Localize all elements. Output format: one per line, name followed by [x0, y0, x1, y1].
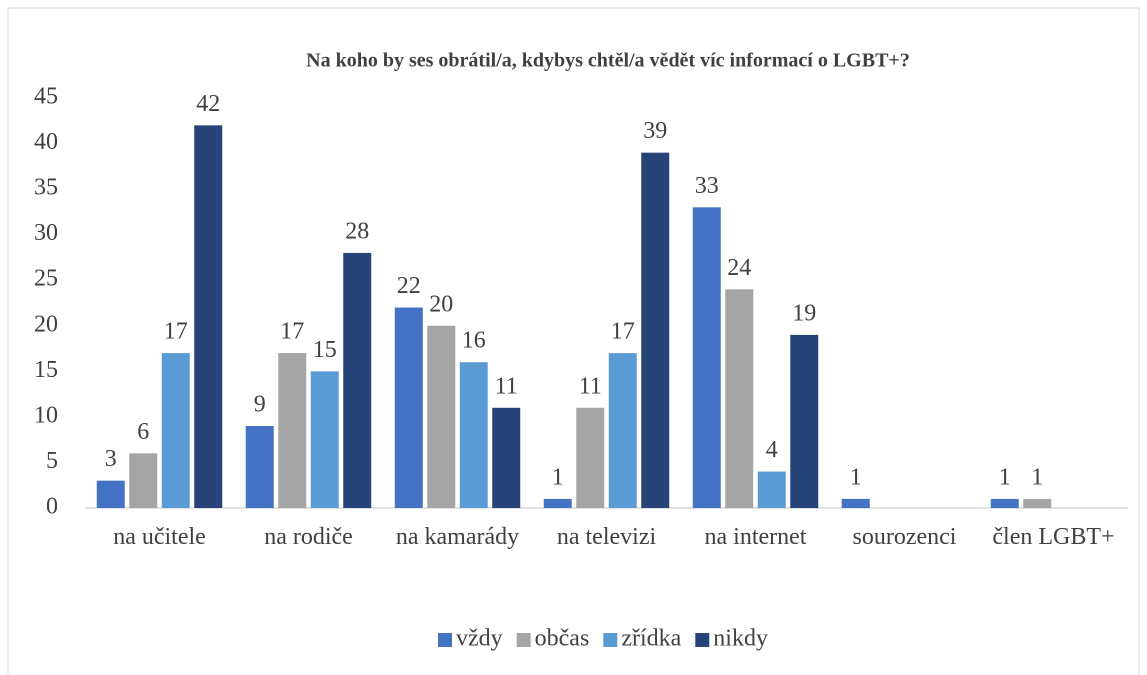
bar — [790, 334, 819, 508]
x-tick-label-box: člen LGBT+ — [992, 524, 1115, 550]
data-label: 28 — [345, 218, 369, 244]
data-label: 17 — [164, 319, 188, 345]
y-tick-label: 30 — [34, 220, 58, 246]
y-tick-label: 25 — [34, 266, 58, 292]
bar — [278, 353, 307, 508]
legend-swatch — [438, 633, 452, 647]
chart-frame — [7, 7, 1140, 675]
data-label: 1 — [552, 464, 564, 490]
data-label: 1 — [1031, 464, 1043, 490]
chart-title: Na koho by ses obrátil/a, kdybys chtěl/a… — [306, 50, 910, 72]
x-tick-label: sourozenci — [852, 524, 957, 550]
bar — [641, 152, 670, 508]
bar — [343, 252, 372, 508]
x-tick-label-box: sourozenci — [852, 524, 957, 550]
data-label: 19 — [792, 300, 816, 326]
data-label: 20 — [429, 291, 453, 317]
bar — [161, 353, 190, 508]
data-label: 1 — [850, 464, 862, 490]
x-tick-label: člen LGBT+ — [992, 524, 1115, 550]
bar — [492, 407, 521, 508]
bar — [245, 426, 274, 508]
data-label: 39 — [643, 118, 667, 144]
legend-swatch — [516, 633, 531, 647]
data-label: 3 — [105, 446, 117, 472]
y-tick-label: 40 — [34, 129, 58, 155]
bar — [757, 471, 786, 508]
data-label: 16 — [462, 328, 486, 354]
bar — [1023, 498, 1052, 508]
y-tick-label: 35 — [34, 175, 58, 201]
x-tick-label-box: na rodiče — [264, 524, 353, 550]
data-label: 11 — [495, 373, 518, 399]
legend-label: zřídka — [621, 626, 681, 652]
bar — [310, 371, 339, 508]
x-tick-label-box: na kamarády — [395, 524, 520, 550]
bar — [841, 498, 870, 508]
data-label: 22 — [397, 273, 421, 299]
data-label: 33 — [695, 173, 719, 199]
x-tick-label: na televizi — [556, 524, 657, 550]
data-label: 17 — [280, 319, 304, 345]
x-tick-label: na učitele — [113, 524, 206, 550]
y-tick-label: 45 — [34, 84, 58, 110]
bar — [990, 498, 1019, 508]
bar — [725, 289, 754, 508]
bar — [194, 125, 223, 508]
data-label: 4 — [766, 437, 778, 463]
bar — [459, 362, 488, 508]
data-label: 15 — [313, 337, 337, 363]
bar — [394, 307, 423, 508]
legend-swatch — [603, 633, 618, 647]
data-label: 9 — [254, 392, 266, 418]
x-tick-label: na kamarády — [395, 524, 520, 550]
x-tick-label: na rodiče — [264, 524, 353, 550]
data-label: 1 — [999, 464, 1011, 490]
bar — [692, 207, 721, 509]
x-tick-label-box: na internet — [704, 524, 807, 550]
bar — [96, 480, 125, 508]
y-tick-label: 15 — [34, 357, 58, 383]
x-tick-label-box: na učitele — [113, 524, 206, 550]
bar — [576, 407, 605, 508]
bar — [427, 325, 456, 508]
data-label: 11 — [579, 373, 602, 399]
legend-label: nikdy — [713, 626, 768, 652]
data-label: 42 — [196, 91, 220, 117]
legend-label: vždy — [456, 626, 503, 652]
legend-swatch — [695, 633, 710, 647]
data-label: 24 — [727, 255, 751, 281]
legend-label: občas — [535, 626, 590, 652]
data-label: 17 — [611, 319, 635, 345]
y-tick-label: 5 — [46, 448, 58, 474]
bar — [129, 453, 158, 508]
x-tick-label-box: na televizi — [556, 524, 657, 550]
y-tick-label: 20 — [34, 311, 58, 337]
legend: vždy občas zřídka nikdy — [438, 626, 768, 652]
data-label: 6 — [137, 419, 149, 445]
y-tick-label: 0 — [46, 494, 58, 520]
x-tick-label: na internet — [704, 524, 807, 550]
bar — [543, 498, 572, 508]
y-tick-label: 10 — [34, 402, 58, 428]
bar — [608, 353, 637, 508]
